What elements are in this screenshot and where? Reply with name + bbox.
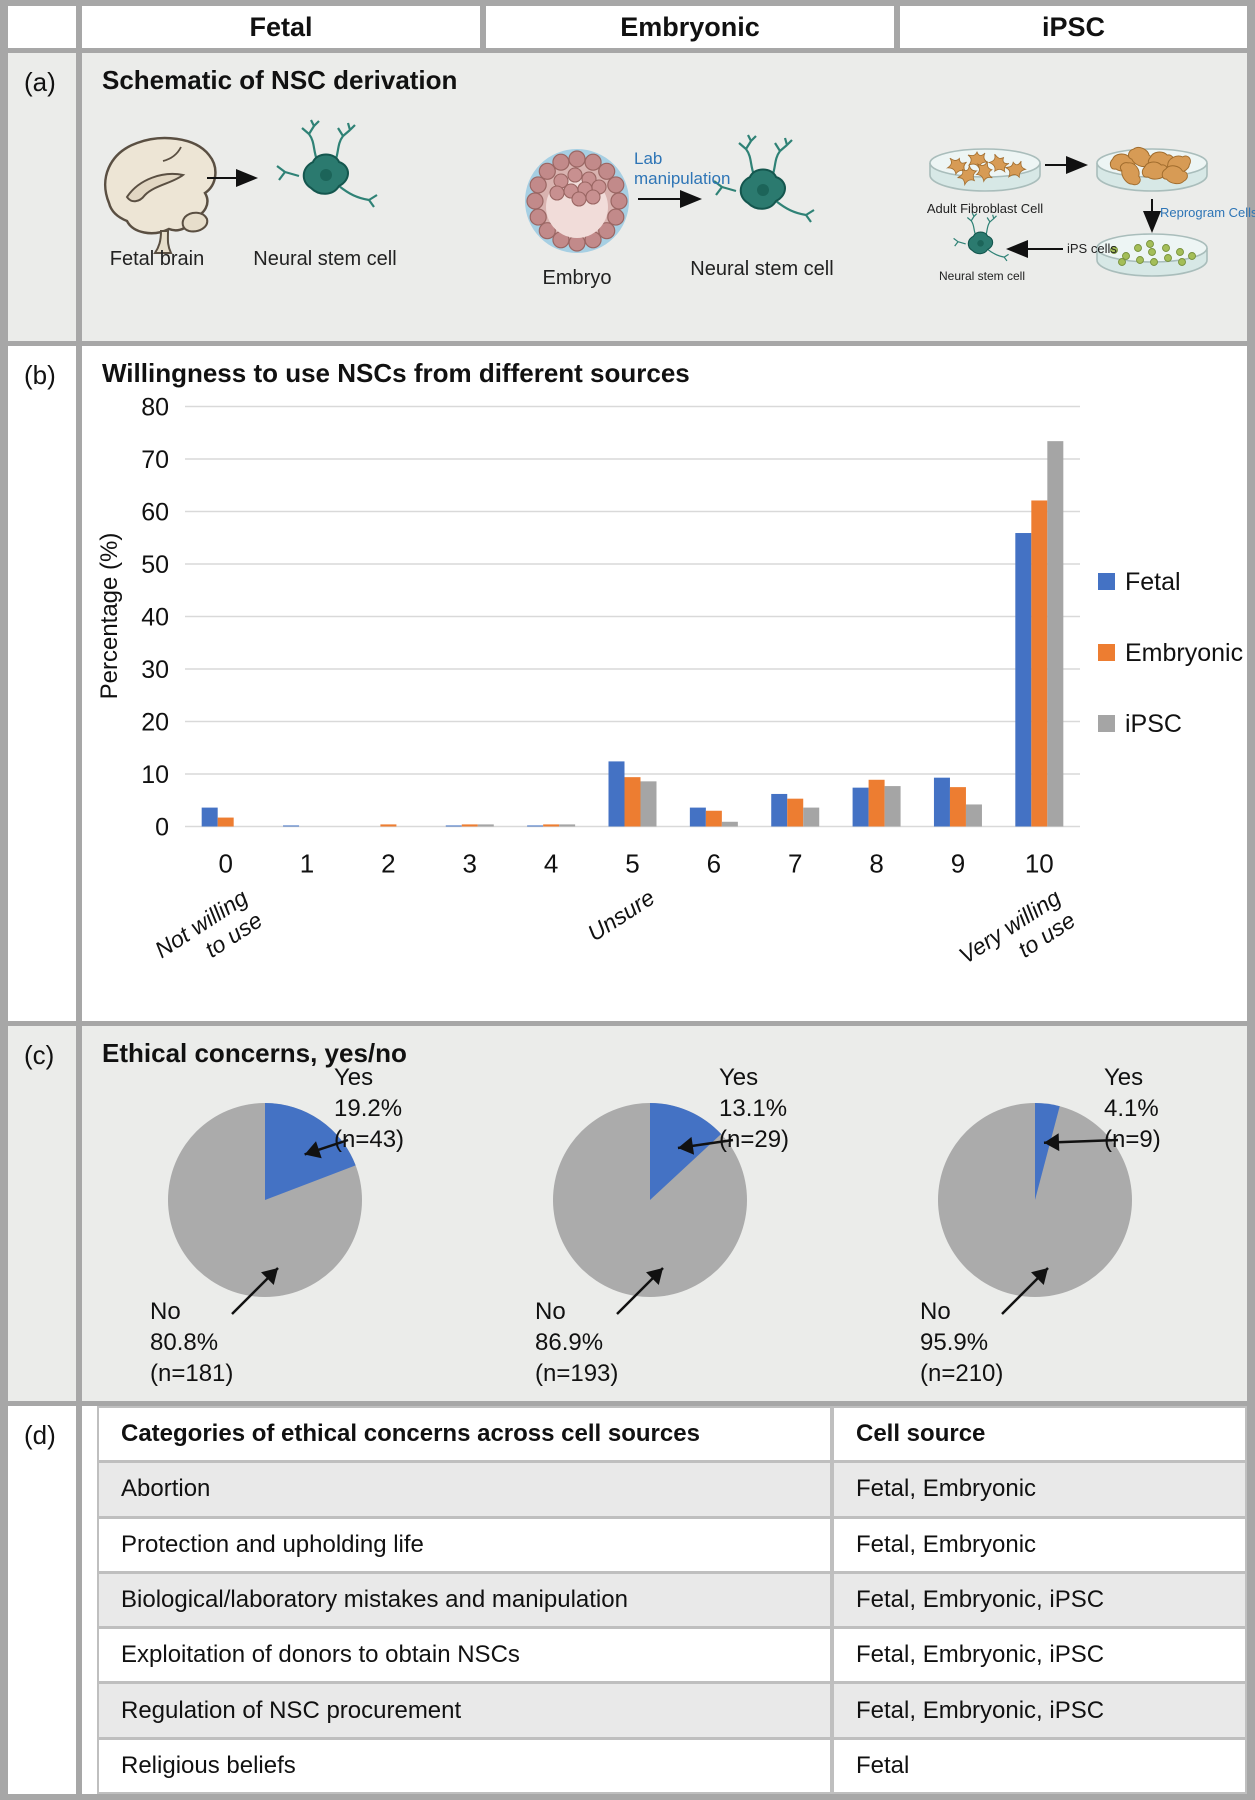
- table-cell-source: Fetal, Embryonic: [856, 1475, 1037, 1503]
- column-header-embryonic: Embryonic: [486, 6, 894, 48]
- panel-b-bar-chart: (b) Willingness to use NSCs from differe…: [8, 346, 1247, 1021]
- legend-label-fetal: Fetal: [1125, 568, 1181, 596]
- table-cell-category: Religious beliefs: [99, 1739, 834, 1792]
- label-embryo: Embryo: [542, 267, 612, 289]
- svg-text:8: 8: [869, 849, 883, 879]
- pie-chart-embryonic: Yes 13.1% (n=29) No 86.9% (n=193): [467, 1056, 852, 1401]
- fetal-brain-icon: [104, 136, 217, 254]
- svg-text:70: 70: [141, 446, 169, 474]
- svg-text:20: 20: [141, 709, 169, 737]
- neuron-icon-ipsc: [952, 212, 1010, 262]
- neuron-icon-fetal: [275, 118, 379, 209]
- pie-ipsc-no-label: No 95.9% (n=210): [920, 1298, 1004, 1388]
- svg-text:0: 0: [218, 849, 232, 879]
- column-header-fetal: Fetal: [82, 6, 480, 48]
- panel-c-title: Ethical concerns, yes/no: [102, 1038, 407, 1068]
- legend-item-ipsc: iPSC: [1098, 710, 1243, 739]
- label-nsc-fetal: Neural stem cell: [253, 248, 397, 270]
- ethical-concerns-table: Categories of ethical concerns across ce…: [97, 1406, 1247, 1794]
- table-cell-source: Fetal, Embryonic, iPSC: [856, 1696, 1105, 1724]
- table-row: Biological/laboratory mistakes and manip…: [99, 1570, 1245, 1627]
- label-nsc-ipsc: Neural stem cell: [938, 269, 1026, 283]
- legend-item-embryonic: Embryonic: [1098, 639, 1243, 668]
- panel-a-title: Schematic of NSC derivation: [102, 65, 458, 95]
- label-reprogram-cells: Reprogram Cells: [1160, 205, 1255, 220]
- legend-swatch-embryonic: [1098, 644, 1115, 661]
- petri-dish-ips-cells-icon: [1096, 233, 1208, 277]
- legend-swatch-ipsc: [1098, 715, 1115, 732]
- svg-text:40: 40: [141, 604, 169, 632]
- label-lab-manipulation: Lab manipulation: [634, 149, 731, 189]
- embryo-icon: [525, 149, 629, 253]
- table-cell-source: Fetal, Embryonic, iPSC: [856, 1641, 1105, 1669]
- svg-text:30: 30: [141, 656, 169, 684]
- pie-fetal-no-label: No 80.8% (n=181): [150, 1298, 234, 1388]
- chart-legend: Fetal Embryonic iPSC: [1098, 568, 1243, 781]
- table-header-categories: Categories of ethical concerns across ce…: [99, 1408, 834, 1461]
- svg-text:9: 9: [951, 849, 965, 879]
- table-row: Regulation of NSC procurement Fetal, Emb…: [99, 1681, 1245, 1737]
- pie-fetal-yes-label: Yes 19.2% (n=43): [334, 1064, 405, 1154]
- legend-label-ipsc: iPSC: [1125, 710, 1182, 738]
- legend-swatch-fetal: [1098, 573, 1115, 590]
- panel-a-label: (a): [8, 53, 76, 341]
- svg-text:80: 80: [141, 394, 169, 422]
- y-axis-title: Percentage (%): [96, 532, 123, 700]
- panel-b-title: Willingness to use NSCs from different s…: [102, 358, 690, 388]
- pie-embryonic-no-label: No 86.9% (n=193): [535, 1298, 619, 1388]
- label-fetal-brain: Fetal brain: [109, 248, 205, 270]
- table-header-cell-source: Cell source: [856, 1420, 986, 1448]
- panel-c-label: (c): [8, 1026, 76, 1401]
- pie-ipsc-yes-label: Yes 4.1% (n=9): [1104, 1064, 1161, 1154]
- panel-a-schematic: (a) Schematic of NSC derivation: [8, 53, 1255, 341]
- table-cell-category: Biological/laboratory mistakes and manip…: [99, 1573, 834, 1627]
- table-row: Religious beliefs Fetal: [99, 1736, 1245, 1792]
- willingness-bar-chart: 0 10 20 30 40 50 60 70 80 0 1 2 3 4 5 6 7 8 9 10: [141, 394, 1080, 879]
- panel-b-label: (b): [8, 346, 76, 1021]
- table-row: Protection and upholding life Fetal, Emb…: [99, 1515, 1245, 1571]
- legend-item-fetal: Fetal: [1098, 568, 1243, 597]
- svg-text:1: 1: [300, 849, 314, 879]
- svg-text:2: 2: [381, 849, 395, 879]
- table-row: Abortion Fetal, Embryonic: [99, 1460, 1245, 1516]
- table-header-row: Categories of ethical concerns across ce…: [99, 1408, 1245, 1461]
- table-cell-source: Fetal, Embryonic: [856, 1530, 1037, 1558]
- svg-text:10: 10: [141, 761, 169, 789]
- svg-text:10: 10: [1025, 849, 1054, 879]
- nsc-derivation-schematic: [104, 118, 1208, 277]
- label-adult-fibroblast: Adult Fibroblast Cell: [926, 201, 1044, 216]
- table-cell-category: Regulation of NSC procurement: [99, 1684, 834, 1737]
- label-nsc-embryonic: Neural stem cell: [690, 258, 834, 280]
- panel-c-pie-charts: (c) Ethical concerns, yes/no Yes 19.2% (…: [8, 1026, 1247, 1401]
- table-cell-category: Protection and upholding life: [99, 1518, 834, 1571]
- svg-text:3: 3: [463, 849, 477, 879]
- svg-text:7: 7: [788, 849, 802, 879]
- pie-chart-ipsc: Yes 4.1% (n=9) No 95.9% (n=210): [852, 1056, 1237, 1401]
- column-header-ipsc: iPSC: [900, 6, 1247, 48]
- table-cell-source: Fetal, Embryonic, iPSC: [856, 1585, 1105, 1613]
- svg-text:5: 5: [625, 849, 639, 879]
- panel-d-label: (d): [8, 1406, 76, 1794]
- header-corner-cell: [8, 6, 76, 48]
- svg-text:60: 60: [141, 499, 169, 527]
- svg-text:50: 50: [141, 551, 169, 579]
- pie-embryonic-yes-label: Yes 13.1% (n=29): [719, 1064, 790, 1154]
- label-ips-cells: iPS cells: [1067, 241, 1117, 256]
- table-cell-category: Abortion: [99, 1463, 834, 1516]
- petri-dish-reprogrammed-icon: [1096, 142, 1208, 192]
- table-cell-source: Fetal: [856, 1751, 910, 1779]
- legend-label-embryonic: Embryonic: [1125, 639, 1244, 667]
- petri-dish-fibroblast-icon: [929, 148, 1041, 192]
- pie-chart-fetal: Yes 19.2% (n=43) No 80.8% (n=181): [82, 1056, 467, 1401]
- svg-text:4: 4: [544, 849, 558, 879]
- svg-text:6: 6: [707, 849, 721, 879]
- table-row: Exploitation of donors to obtain NSCs Fe…: [99, 1626, 1245, 1682]
- svg-text:0: 0: [155, 814, 169, 842]
- table-cell-category: Exploitation of donors to obtain NSCs: [99, 1629, 834, 1682]
- panel-d-table: (d) Categories of ethical concerns acros…: [8, 1406, 1247, 1794]
